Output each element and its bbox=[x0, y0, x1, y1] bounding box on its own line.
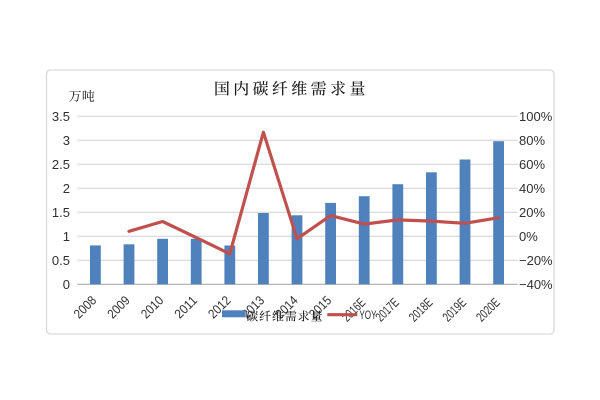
svg-text:1.5: 1.5 bbox=[52, 205, 70, 220]
svg-text:3: 3 bbox=[63, 133, 70, 148]
svg-text:0.5: 0.5 bbox=[52, 253, 70, 268]
svg-text:80%: 80% bbox=[519, 133, 545, 148]
svg-text:YOY: YOY bbox=[359, 308, 376, 322]
svg-text:1: 1 bbox=[63, 229, 70, 244]
svg-text:40%: 40% bbox=[519, 181, 545, 196]
svg-text:3.5: 3.5 bbox=[52, 109, 70, 124]
svg-text:0: 0 bbox=[63, 277, 70, 292]
svg-text:60%: 60% bbox=[519, 157, 545, 172]
svg-text:−20%: −20% bbox=[519, 253, 553, 268]
svg-text:2: 2 bbox=[63, 181, 70, 196]
svg-text:20%: 20% bbox=[519, 205, 545, 220]
svg-text:2.5: 2.5 bbox=[52, 157, 70, 172]
svg-text:−40%: −40% bbox=[519, 277, 553, 292]
svg-text:100%: 100% bbox=[519, 109, 553, 124]
svg-text:0%: 0% bbox=[519, 229, 538, 244]
